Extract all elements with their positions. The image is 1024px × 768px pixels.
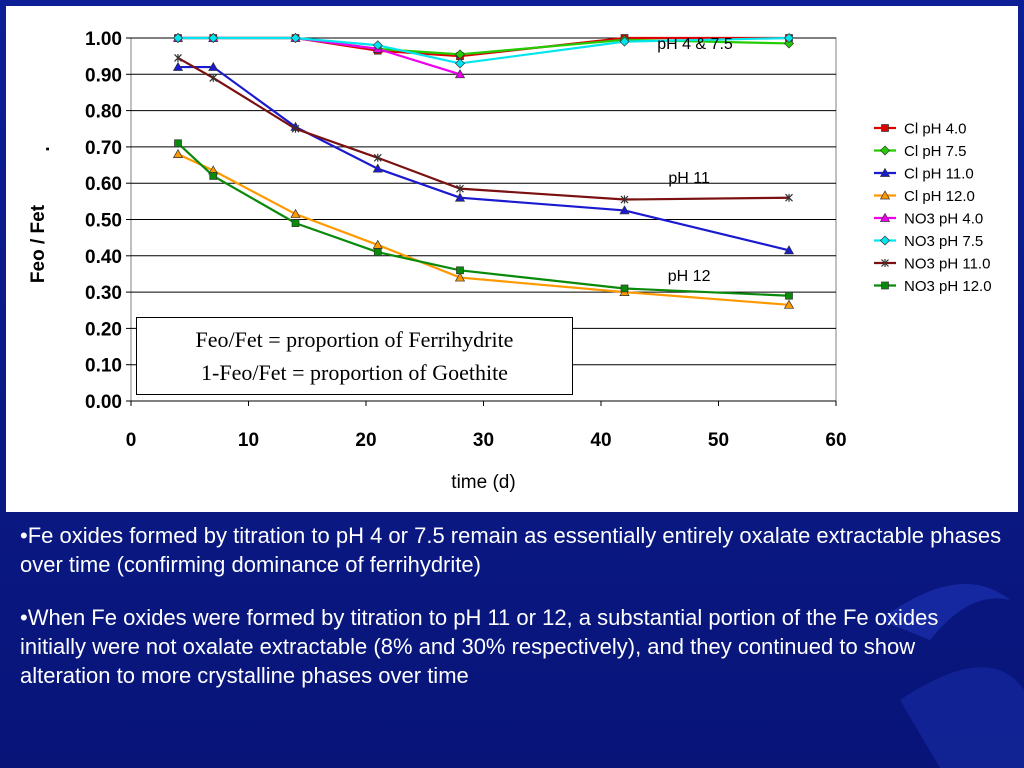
data-point bbox=[290, 208, 301, 218]
series-group bbox=[172, 61, 795, 255]
data-point bbox=[880, 145, 890, 156]
legend-label: Cl pH 12.0 bbox=[904, 188, 975, 205]
chart-annotation: pH 4 & 7.5 bbox=[657, 36, 733, 53]
y-axis-label: Feo / Fet bbox=[28, 204, 49, 283]
note-line-2: 1-Feo/Fet = proportion of Goethite bbox=[201, 360, 508, 385]
data-point bbox=[372, 163, 383, 173]
bullet-item-1: •Fe oxides formed by titration to pH 4 o… bbox=[20, 523, 1002, 577]
data-point bbox=[456, 184, 464, 193]
data-point bbox=[880, 235, 890, 246]
data-point bbox=[291, 124, 300, 133]
data-point bbox=[784, 33, 794, 43]
data-point bbox=[455, 58, 465, 69]
bullet-list: •Fe oxides formed by titration to pH 4 o… bbox=[20, 521, 1010, 714]
y-tick-label: 0.30 bbox=[85, 283, 122, 304]
data-point bbox=[785, 291, 793, 300]
data-point bbox=[290, 33, 301, 43]
data-point bbox=[620, 284, 629, 293]
data-point bbox=[456, 266, 464, 275]
data-point bbox=[172, 61, 184, 71]
data-point bbox=[879, 167, 891, 177]
data-point bbox=[209, 73, 218, 82]
y-tick-label: 0.60 bbox=[85, 174, 122, 195]
x-axis-label: time (d) bbox=[451, 472, 515, 493]
line-chart: 0.000.100.200.300.400.500.600.700.800.90… bbox=[28, 29, 992, 493]
x-tick-label: 0 bbox=[126, 430, 137, 451]
y-tick-label: 0.90 bbox=[85, 65, 122, 86]
note-line-1: Feo/Fet = proportion of Ferrihydrite bbox=[195, 327, 514, 352]
y-axis-label-extra: . bbox=[33, 146, 54, 151]
data-point bbox=[881, 281, 889, 290]
chart-annotation: pH 11 bbox=[668, 170, 710, 187]
x-tick-label: 50 bbox=[708, 430, 729, 451]
data-point bbox=[783, 245, 795, 255]
y-tick-label: 0.70 bbox=[85, 138, 122, 159]
data-point bbox=[620, 195, 629, 204]
y-tick-label: 1.00 bbox=[85, 29, 122, 50]
bullet-item-2: •When Fe oxides were formed by titration… bbox=[20, 605, 939, 688]
series-line bbox=[178, 65, 790, 252]
series-group bbox=[174, 139, 793, 300]
data-point bbox=[454, 272, 466, 282]
legend-label: Cl pH 7.5 bbox=[904, 143, 967, 160]
data-point bbox=[454, 192, 466, 202]
data-point bbox=[173, 33, 183, 43]
y-tick-label: 0.50 bbox=[85, 211, 122, 232]
series-group bbox=[174, 53, 793, 204]
data-point bbox=[373, 153, 382, 162]
x-tick-label: 20 bbox=[355, 430, 376, 451]
x-tick-label: 60 bbox=[825, 430, 846, 451]
y-tick-label: 0.20 bbox=[85, 319, 122, 340]
data-point bbox=[174, 53, 182, 62]
data-point bbox=[785, 193, 793, 202]
legend-label: Cl pH 4.0 bbox=[904, 121, 967, 138]
legend-label: NO3 pH 4.0 bbox=[904, 211, 983, 228]
data-point bbox=[208, 33, 219, 43]
legend-label: Cl pH 11.0 bbox=[904, 166, 974, 183]
legend-label: NO3 pH 11.0 bbox=[904, 256, 990, 273]
series-group bbox=[173, 33, 794, 69]
y-tick-label: 0.80 bbox=[85, 102, 122, 123]
data-point bbox=[879, 190, 891, 200]
x-tick-label: 10 bbox=[238, 430, 259, 451]
chart-annotation: pH 12 bbox=[668, 268, 711, 285]
data-point bbox=[209, 172, 218, 180]
legend-label: NO3 pH 7.5 bbox=[904, 233, 983, 250]
data-point bbox=[373, 248, 382, 257]
y-tick-label: 0.00 bbox=[85, 392, 122, 413]
note-box: Feo/Fet = proportion of Ferrihydrite 1-F… bbox=[136, 317, 573, 395]
legend-label: NO3 pH 12.0 bbox=[904, 278, 992, 295]
data-point bbox=[881, 124, 889, 132]
data-point bbox=[454, 69, 466, 79]
y-tick-label: 0.40 bbox=[85, 247, 122, 268]
data-point bbox=[372, 40, 383, 51]
data-point bbox=[619, 36, 630, 47]
chart-panel: 0.00 0.10 0.20 0.30 0.40 0.50 0.60 0.70 0.80 0.90… bbox=[6, 6, 1018, 512]
series-line bbox=[178, 36, 461, 76]
data-point bbox=[879, 212, 891, 222]
data-point bbox=[881, 259, 889, 267]
data-point bbox=[291, 219, 300, 227]
data-point bbox=[783, 299, 795, 309]
data-point bbox=[174, 139, 182, 148]
data-point bbox=[619, 205, 630, 215]
y-tick-label: 0.10 bbox=[85, 356, 122, 377]
data-point bbox=[784, 38, 794, 49]
x-tick-label: 30 bbox=[473, 430, 494, 451]
x-tick-label: 40 bbox=[590, 430, 611, 451]
data-point bbox=[172, 148, 184, 159]
data-point bbox=[208, 61, 219, 71]
